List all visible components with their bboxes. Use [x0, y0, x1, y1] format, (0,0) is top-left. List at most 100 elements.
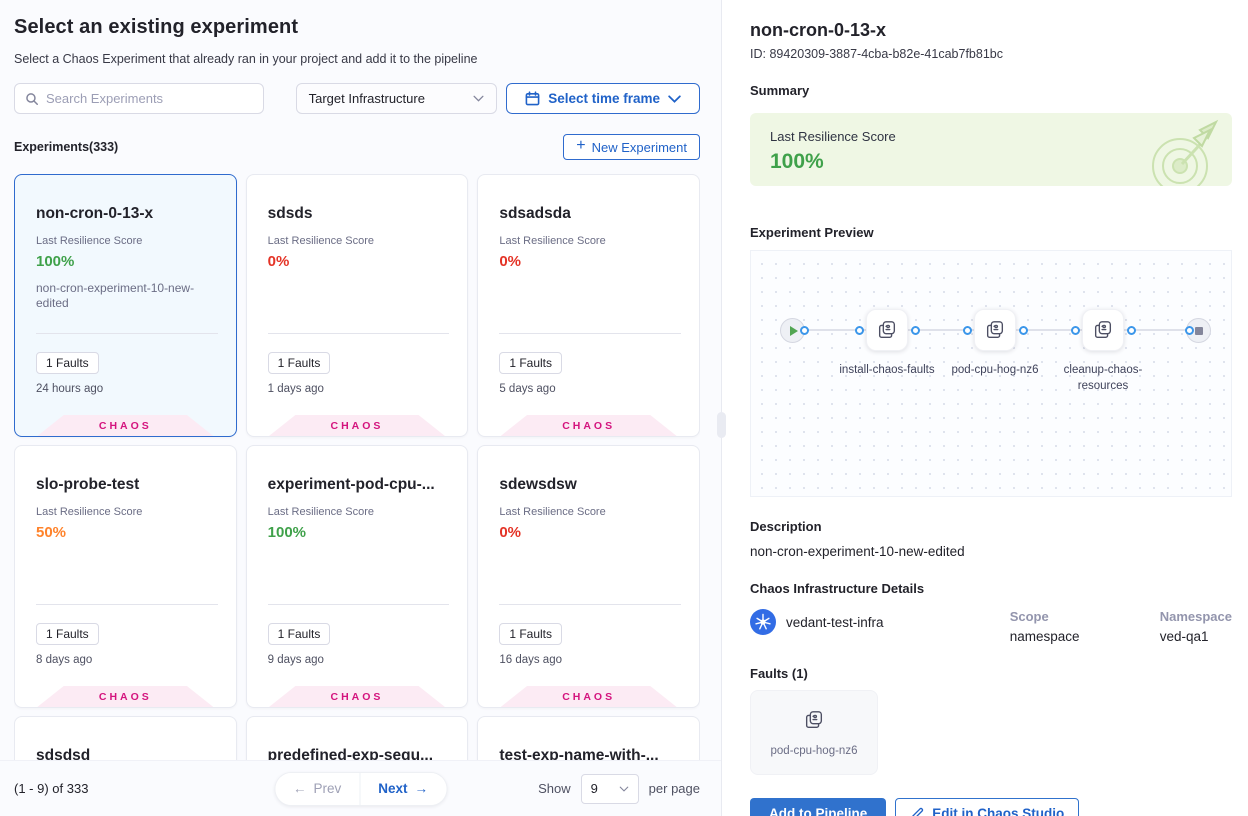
pencil-icon: [910, 807, 924, 816]
faults-label: Faults (1): [750, 666, 808, 681]
experiment-card-score: 0%: [499, 524, 522, 541]
search-box[interactable]: [14, 83, 264, 114]
pipeline-port-dot: [855, 325, 864, 335]
chaos-tag-banner: CHAOS: [268, 415, 445, 436]
per-page-label: per page: [648, 781, 700, 796]
fault-script-icon: [803, 709, 825, 731]
description-text: non-cron-experiment-10-new-edited: [750, 544, 965, 559]
summary-label: Summary: [750, 83, 810, 98]
experiment-card[interactable]: sdewsdsw Last Resilience Score 0% 1 Faul…: [477, 445, 700, 708]
chaos-tag-banner: CHAOS: [37, 686, 214, 707]
experiment-card-score-label: Last Resilience Score: [499, 506, 606, 518]
next-label: Next: [378, 781, 408, 796]
faults-badge: 1 Faults: [499, 352, 563, 374]
pipeline-fault-node[interactable]: [866, 309, 908, 351]
infra-name: vedant-test-infra: [786, 614, 884, 630]
add-to-pipeline-button[interactable]: Add to Pipeline: [750, 798, 887, 816]
experiment-card-score-label: Last Resilience Score: [36, 506, 143, 518]
arrow-left-icon: ←: [292, 781, 307, 796]
faults-badge: 1 Faults: [36, 352, 99, 374]
show-label: Show: [538, 781, 571, 796]
experiment-card[interactable]: sdsdsd: [14, 716, 237, 760]
next-page-button[interactable]: Next →: [360, 772, 447, 805]
fault-name: pod-cpu-hog-nz6: [770, 744, 858, 757]
card-divider: [267, 333, 450, 334]
page-size-value: 9: [590, 781, 598, 796]
search-input[interactable]: [46, 91, 253, 106]
edit-in-chaos-studio-button[interactable]: Edit in Chaos Studio: [895, 798, 1080, 816]
infra-details-row: vedant-test-infra Scope namespace Namesp…: [750, 609, 1232, 644]
experiments-count: Experiments(333): [14, 140, 119, 154]
namespace-value: ved-qa1: [1159, 629, 1209, 644]
card-divider: [36, 333, 218, 334]
target-infrastructure-select[interactable]: Target Infrastructure: [295, 83, 498, 114]
filter-row: Target Infrastructure Select time frame: [14, 83, 700, 114]
faults-badge: 1 Faults: [267, 352, 331, 374]
page-subtitle: Select a Chaos Experiment that already r…: [14, 52, 478, 66]
prev-page-button[interactable]: ← Prev: [274, 772, 361, 805]
arrow-right-icon: →: [414, 781, 429, 796]
experiment-card-score: 50%: [36, 524, 67, 541]
experiment-card[interactable]: sdsadsda Last Resilience Score 0% 1 Faul…: [477, 174, 700, 437]
pagination-bar: (1 - 9) of 333 ← Prev Next → Show 9 per …: [0, 760, 721, 816]
experiment-card-score: 0%: [267, 253, 290, 270]
experiment-card-title: experiment-pod-cpu-...: [267, 476, 435, 493]
experiment-card-description: non-cron-experiment-10-new-edited: [36, 281, 195, 310]
experiment-card-score-label: Last Resilience Score: [36, 235, 143, 247]
pipeline-port-dot: [911, 325, 920, 335]
experiment-card-title: sdsdsd: [36, 747, 91, 760]
experiment-card-title: non-cron-0-13-x: [36, 205, 154, 222]
pipeline-fault-node[interactable]: [974, 309, 1016, 351]
score-card-label: Last Resilience Score: [770, 129, 896, 144]
pipeline-port-dot: [1185, 325, 1194, 335]
chevron-down-icon: [619, 786, 629, 792]
select-time-frame-button[interactable]: Select time frame: [506, 83, 700, 114]
namespace-label: Namespace: [1159, 609, 1232, 624]
card-divider: [499, 333, 681, 334]
target-arrow-icon: [1142, 116, 1226, 186]
experiment-card-title: sdsadsda: [499, 205, 571, 222]
fault-script-icon: [984, 319, 1006, 341]
experiment-card-title: sdsds: [267, 205, 313, 222]
pipeline-node-label: cleanup-chaos-resources: [1063, 364, 1143, 392]
edit-in-chaos-studio-label: Edit in Chaos Studio: [932, 806, 1065, 816]
experiment-preview-canvas[interactable]: install-chaos-faults pod-cpu-hog-nz6 cle…: [750, 250, 1232, 497]
chaos-tag-banner: CHAOS: [37, 415, 214, 436]
experiment-card-age: 9 days ago: [267, 654, 324, 666]
detail-title: non-cron-0-13-x: [750, 20, 887, 40]
action-row: Add to Pipeline Edit in Chaos Studio: [750, 798, 1232, 816]
prev-label: Prev: [313, 781, 342, 796]
experiment-card[interactable]: non-cron-0-13-x Last Resilience Score 10…: [14, 174, 237, 437]
experiments-header-row: Experiments(333) + New Experiment: [14, 134, 700, 160]
fault-script-icon: [1092, 319, 1114, 341]
experiment-card-score: 100%: [267, 524, 307, 541]
fault-card[interactable]: pod-cpu-hog-nz6: [750, 690, 878, 775]
new-experiment-button[interactable]: + New Experiment: [563, 134, 700, 160]
chevron-down-icon: [668, 94, 681, 103]
target-infrastructure-value: Target Infrastructure: [308, 91, 425, 106]
pipeline-port-dot: [1019, 325, 1028, 335]
scope-column: Scope namespace: [1010, 609, 1160, 644]
pager: ← Prev Next →: [273, 771, 448, 806]
experiment-card[interactable]: test-exp-name-with-...: [477, 716, 700, 760]
score-card-value: 100%: [770, 150, 824, 173]
fault-script-icon: [876, 319, 898, 341]
faults-badge: 1 Faults: [267, 623, 331, 645]
experiment-card-age: 24 hours ago: [36, 383, 104, 395]
experiment-card-age: 16 days ago: [499, 654, 562, 666]
scope-label: Scope: [1009, 609, 1049, 624]
pipeline-fault-node[interactable]: [1082, 309, 1124, 351]
experiment-card-score-label: Last Resilience Score: [499, 235, 606, 247]
kubernetes-icon: [750, 609, 776, 635]
experiment-card[interactable]: slo-probe-test Last Resilience Score 50%…: [14, 445, 237, 708]
experiment-preview-label: Experiment Preview: [750, 225, 874, 240]
page-title: Select an existing experiment: [14, 16, 299, 38]
experiment-card[interactable]: sdsds Last Resilience Score 0% 1 Faults …: [245, 174, 469, 437]
experiment-card[interactable]: predefined-exp-sequ...: [245, 716, 469, 760]
faults-badge: 1 Faults: [36, 623, 99, 645]
page-size-select[interactable]: 9: [580, 773, 639, 804]
experiment-card-score: 100%: [36, 253, 75, 270]
pipeline-node-label: pod-cpu-hog-nz6: [951, 364, 1039, 376]
panel-resize-handle[interactable]: [717, 412, 726, 438]
experiment-card[interactable]: experiment-pod-cpu-... Last Resilience S…: [245, 445, 469, 708]
